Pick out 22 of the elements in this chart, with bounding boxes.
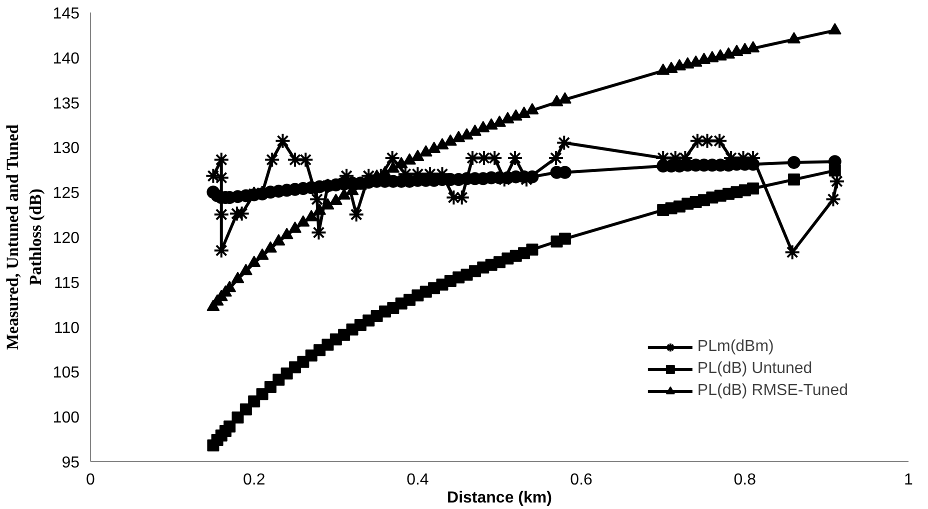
y-tick-label: 110 — [54, 320, 80, 337]
x-axis-title: Distance (km) — [447, 490, 552, 506]
y-tick-label: 145 — [52, 6, 80, 22]
y-tick-label: 115 — [54, 274, 80, 292]
y-tick-label: 130 — [52, 140, 80, 158]
legend-label: PL(dB) Untuned — [697, 360, 812, 378]
x-tick-label: 0.6 — [570, 472, 593, 488]
x-tick-label: 0.4 — [406, 472, 429, 488]
x-tick-label: 0.2 — [242, 472, 266, 488]
x-tick-label: 1 — [904, 472, 914, 488]
y-tick-label: 105 — [52, 364, 80, 382]
y-axis-title: Measured, Untuned and Tuned Pathloss (dB) — [3, 124, 45, 350]
legend-label: PLm(dBm) — [697, 338, 774, 356]
y-tick-label: 135 — [52, 95, 80, 112]
y-tick-label: 140 — [52, 50, 80, 68]
y-tick-label: 100 — [52, 410, 80, 427]
x-tick-label: 0.8 — [734, 472, 756, 488]
y-tick-label: 120 — [52, 230, 80, 247]
y-tick-label: 95 — [62, 454, 80, 472]
y-tick-label: 125 — [52, 185, 80, 202]
x-tick-label: 0 — [86, 472, 96, 488]
legend-label: PL(dB) RMSE-Tuned — [697, 382, 848, 400]
